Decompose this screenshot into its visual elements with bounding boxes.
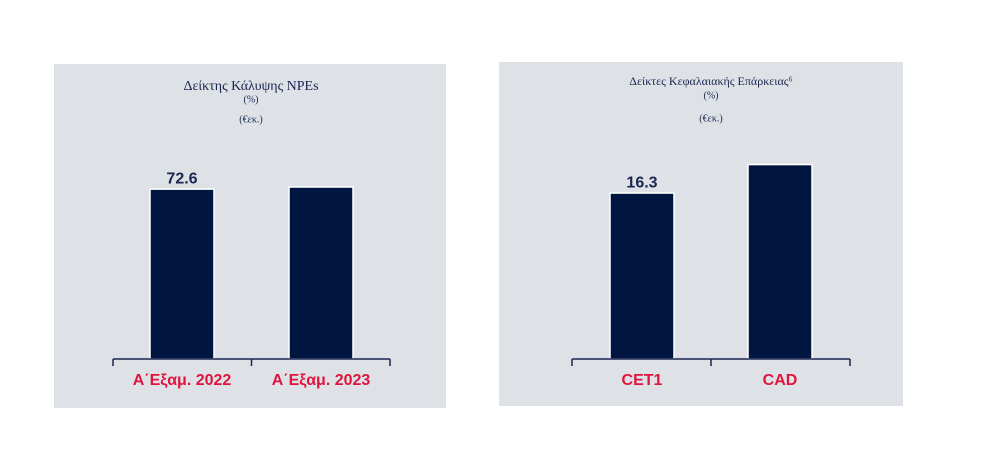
x-tick-label: Α΄Εξαμ. 2022 (133, 372, 232, 389)
panel (54, 64, 446, 408)
x-tick-label: Α΄Εξαμ. 2023 (272, 372, 371, 389)
x-tick-label: CET1 (622, 372, 663, 389)
chart-subtitle: (%) (244, 94, 259, 105)
chart-note: (€εκ.) (239, 114, 262, 125)
chart-title: Δείκτης Κάλυψης NPEs (183, 79, 318, 94)
x-tick-label: CAD (763, 372, 798, 389)
chart-title: Δείκτες Κεφαλαιακής Επάρκειας⁶ (629, 74, 792, 88)
bar (288, 186, 354, 360)
chart-subtitle: (%) (704, 90, 719, 101)
bar (609, 192, 675, 360)
value-label: 16.3 (626, 174, 657, 191)
bar (149, 188, 215, 360)
value-label: 72.6 (166, 170, 197, 187)
chart-note: (€εκ.) (699, 113, 722, 124)
bar (747, 163, 813, 360)
panel (499, 62, 903, 406)
